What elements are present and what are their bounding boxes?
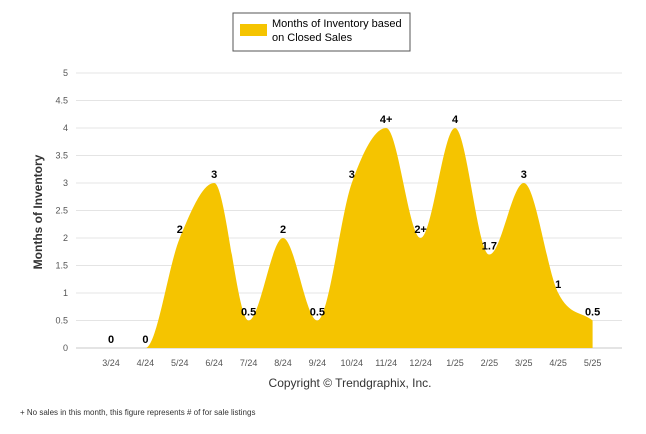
y-tick-label: 2.5	[55, 206, 68, 216]
y-tick-label: 5	[63, 68, 68, 78]
y-axis-label: Months of Inventory	[31, 154, 45, 269]
x-tick-label: 12/24	[409, 358, 432, 368]
x-tick-label: 8/24	[274, 358, 292, 368]
y-tick-label: 3	[63, 178, 68, 188]
x-axis-ticks: 3/24 4/24 5/24 6/24 7/24 8/24 9/24 10/24 11/24 12…	[102, 358, 601, 368]
y-tick-label: 1.5	[55, 261, 68, 271]
data-label: 0.5	[241, 307, 256, 319]
y-tick-label: 4.5	[55, 96, 68, 106]
data-label: 2	[280, 224, 286, 236]
y-tick-label: 0	[63, 343, 68, 353]
x-tick-label: 1/25	[446, 358, 464, 368]
data-label: 2+	[414, 224, 427, 236]
x-tick-label: 5/25	[584, 358, 602, 368]
data-label: 4+	[380, 114, 393, 126]
area-series	[111, 128, 593, 348]
y-axis-ticks: 0 0.5 1 1.5 2 2.5 3 3.5 4 4.5 5	[55, 68, 68, 353]
x-tick-label: 9/24	[309, 358, 327, 368]
y-tick-label: 4	[63, 123, 68, 133]
legend-label-line1: Months of Inventory based	[272, 18, 402, 30]
copyright-text: Copyright © Trendgraphix, Inc.	[269, 376, 432, 390]
y-tick-label: 1	[63, 288, 68, 298]
x-tick-label: 3/25	[515, 358, 533, 368]
y-tick-label: 3.5	[55, 151, 68, 161]
x-tick-label: 2/25	[481, 358, 499, 368]
data-label: 1	[555, 279, 561, 291]
data-label: 0	[142, 334, 148, 346]
x-tick-label: 3/24	[102, 358, 120, 368]
data-label: 0.5	[585, 307, 600, 319]
data-labels: 0 0 2 3 0.5 2 0.5 3 4+ 2+ 4 1.7 3 1 0.5	[108, 114, 600, 346]
x-tick-label: 7/24	[240, 358, 258, 368]
x-tick-label: 4/24	[137, 358, 155, 368]
data-label: 4	[452, 114, 459, 126]
data-label: 2	[177, 224, 183, 236]
data-label: 3	[349, 169, 355, 181]
data-label: 0.5	[310, 307, 325, 319]
data-label: 3	[211, 169, 217, 181]
x-tick-label: 4/25	[549, 358, 567, 368]
legend: Months of Inventory based on Closed Sale…	[232, 12, 411, 52]
footnote-text: + No sales in this month, this figure re…	[20, 408, 255, 417]
y-tick-label: 0.5	[55, 316, 68, 326]
x-tick-label: 6/24	[205, 358, 223, 368]
legend-swatch	[240, 24, 267, 36]
legend-label-line2: on Closed Sales	[272, 32, 353, 44]
data-label: 3	[521, 169, 527, 181]
x-tick-label: 10/24	[341, 358, 364, 368]
x-tick-label: 11/24	[375, 358, 397, 368]
data-label: 1.7	[482, 241, 497, 253]
data-label: 0	[108, 334, 114, 346]
y-tick-label: 2	[63, 233, 68, 243]
x-tick-label: 5/24	[171, 358, 189, 368]
